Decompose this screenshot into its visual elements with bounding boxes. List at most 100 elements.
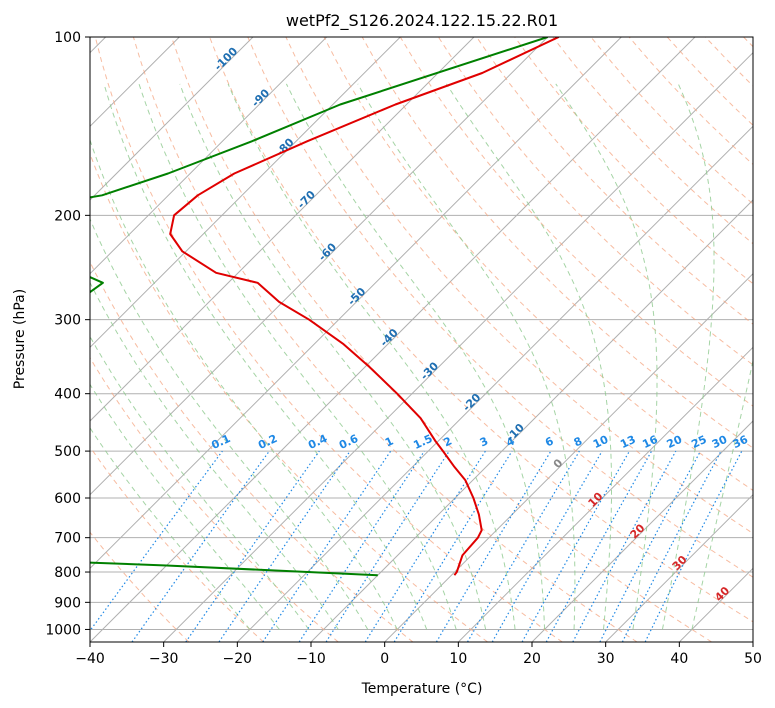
x-tick-label: 20 (523, 651, 541, 667)
mixing-ratio-line (262, 450, 392, 642)
moist-adiabat (357, 83, 576, 630)
y-tick-label: 600 (54, 491, 81, 507)
dry-adiabat (590, 37, 753, 205)
isotherm-line (90, 37, 401, 349)
mixing-ratio-label: 36 (731, 433, 751, 451)
dry-adiabat (437, 37, 753, 366)
dry-adiabat (704, 37, 753, 87)
dry-adiabat (361, 37, 753, 449)
isotherm-label: 40 (712, 584, 732, 604)
mixing-ratio-label: 10 (591, 433, 611, 451)
moist-adiabat (227, 83, 516, 630)
x-tick-label: 10 (449, 651, 467, 667)
dry-adiabat (90, 446, 264, 642)
y-axis-label: Pressure (hPa) (12, 289, 28, 389)
x-axis-label: Temperature (°C) (361, 681, 483, 697)
background-grid (90, 37, 753, 642)
x-tick-label: −30 (149, 651, 179, 667)
chart-title: wetPf2_S126.2024.122.15.22.R01 (286, 11, 558, 31)
x-tick-label: 40 (670, 651, 688, 667)
dry-adiabat (94, 37, 563, 642)
dry-adiabat (514, 37, 753, 285)
mixing-ratio-label: 16 (640, 433, 660, 451)
isotherm-label: -90 (249, 86, 272, 109)
moist-adiabat (138, 83, 457, 630)
dry-adiabat (247, 37, 753, 578)
isotherm-label: 30 (670, 553, 690, 573)
mixing-ratio-line (185, 450, 320, 642)
x-axis-ticks: −40 −30 −20 −10 0 10 20 30 40 50 (75, 642, 762, 667)
dry-adiabat (90, 152, 488, 642)
mixing-ratio-line (218, 450, 351, 642)
mixing-ratio-label: 25 (689, 433, 708, 451)
profile-series (90, 37, 560, 577)
mixing-ratio-label: 8 (572, 434, 584, 449)
moist-adiabat (555, 83, 658, 630)
moist-adiabat (90, 427, 251, 630)
isotherm-label: -50 (345, 285, 368, 308)
mixing-ratio-line (298, 450, 425, 642)
mixing-ratio-label: 1 (383, 434, 395, 449)
isotherm-label: 20 (628, 521, 648, 541)
dry-adiabat (666, 37, 753, 126)
moist-adiabat (691, 358, 753, 630)
dewpoint-profile-line (90, 37, 549, 577)
mixing-ratio-label: 0.4 (306, 432, 329, 452)
mixing-ratio-line (521, 450, 631, 642)
mixing-ratio-line (599, 450, 702, 642)
isotherm-label: -70 (295, 188, 318, 211)
isotherm-line (90, 37, 549, 496)
x-tick-label: −10 (296, 651, 326, 667)
dry-adiabat (399, 37, 753, 407)
moist-adiabat (90, 217, 369, 630)
x-tick-label: 30 (597, 651, 615, 667)
isotherm-line (90, 37, 254, 201)
x-tick-label: 0 (380, 651, 389, 667)
dry-adiabat (90, 356, 339, 642)
isotherm-line (90, 37, 328, 275)
mixing-ratio-label: 30 (710, 433, 730, 451)
isotherm-line (90, 37, 475, 422)
y-axis-ticks: 100 200 300 400 500 600 700 800 900 1000 (45, 30, 90, 638)
isotherm-line (531, 420, 753, 642)
isotherm-line (752, 641, 753, 642)
mixing-ratio-line (572, 450, 677, 642)
y-tick-label: 1000 (45, 622, 81, 638)
mixing-ratio-label: 6 (543, 434, 556, 449)
dry-adiabat (90, 531, 190, 642)
moist-adiabat (445, 83, 612, 630)
isotherm-line (384, 272, 753, 642)
moist-adiabat (90, 335, 310, 630)
y-tick-label: 400 (54, 387, 81, 403)
plot-frame (89, 36, 754, 643)
mixing-ratio-line (131, 450, 270, 642)
mixing-ratio-line (325, 450, 450, 642)
isotherm-line (605, 493, 753, 642)
dry-adiabat (552, 37, 753, 245)
moist-adiabat (90, 383, 280, 630)
mixing-ratio-line (393, 450, 513, 642)
isotherm-line (457, 346, 753, 642)
mixing-ratio-line (364, 450, 486, 642)
moist-adiabat (285, 83, 546, 630)
x-tick-label: 50 (744, 651, 762, 667)
moist-adiabat (90, 281, 339, 630)
dry-adiabat (171, 37, 712, 642)
moist-adiabat (103, 83, 428, 630)
isotherm-label: -40 (378, 326, 401, 349)
mixing-ratio-label: 13 (618, 433, 637, 451)
y-tick-label: 300 (54, 313, 81, 329)
mixing-ratio-line (545, 450, 653, 642)
isotherm-line (236, 125, 753, 642)
isotherm-label: -60 (316, 240, 339, 263)
dry-adiabat (90, 260, 414, 642)
moist-adiabat (90, 138, 398, 630)
isotherm-label: 10 (586, 490, 606, 510)
moist-adiabat (179, 83, 487, 630)
y-tick-label: 500 (54, 444, 81, 460)
temperature-profile-line (169, 37, 560, 576)
mixing-ratio-line (644, 450, 743, 642)
mixing-ratio-label: 20 (665, 433, 685, 451)
mixing-ratio-line (435, 450, 552, 642)
